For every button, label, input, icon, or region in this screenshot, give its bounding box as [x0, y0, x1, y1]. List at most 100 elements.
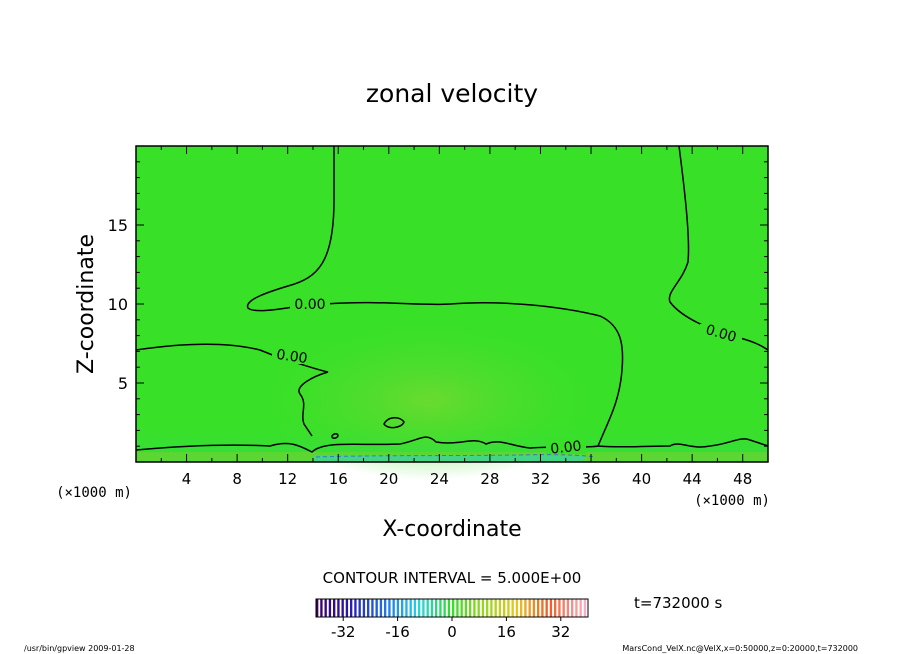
- colorbar-swatch: [528, 599, 531, 617]
- contour-dashed-negative: [315, 454, 597, 458]
- colorbar-swatch: [477, 599, 480, 617]
- colorbar-swatch: [456, 599, 459, 617]
- colorbar-swatch: [316, 599, 319, 617]
- colorbar-swatch: [566, 599, 570, 617]
- colorbar-swatch: [486, 599, 489, 617]
- time-label: t=732000 s: [634, 594, 722, 612]
- colorbar-swatch: [498, 599, 502, 617]
- colorbar-swatch: [537, 599, 540, 617]
- colorbar-swatch: [362, 599, 366, 617]
- x-tick-label: 36: [581, 470, 600, 488]
- x-unit-label-right: (×1000 m): [694, 493, 770, 509]
- colorbar-swatch: [392, 599, 395, 617]
- x-tick-label: 16: [329, 470, 348, 488]
- colorbar-swatch: [401, 599, 404, 617]
- colorbar-swatch: [452, 599, 455, 617]
- colorbar-tick-label: -32: [331, 623, 356, 641]
- colorbar-tick-label: 16: [497, 623, 516, 641]
- x-tick-label: 8: [232, 470, 242, 488]
- colorbar-swatch: [558, 599, 561, 617]
- colorbar: [316, 599, 587, 617]
- colorbar-swatch: [379, 599, 383, 617]
- x-unit-label-left: (×1000 m): [56, 485, 132, 501]
- colorbar-swatch: [413, 599, 417, 617]
- contour-label-4: 0.00: [550, 438, 583, 457]
- colorbar-swatch: [358, 599, 361, 617]
- contour-line-surface: [135, 436, 769, 453]
- colorbar-swatch: [422, 599, 425, 617]
- colorbar-swatch: [541, 599, 544, 617]
- colorbar-swatch: [562, 599, 565, 617]
- contour-label-bg-1: [290, 296, 330, 312]
- x-tick-label: 44: [683, 470, 702, 488]
- zero-contours: [135, 145, 769, 458]
- y-axis: 5 10 15: [108, 145, 768, 463]
- contour-closed-loop: [383, 417, 405, 429]
- contour-label-bg-2: [272, 348, 312, 364]
- colorbar-swatch: [388, 599, 391, 617]
- colorbar-swatch: [464, 599, 468, 617]
- x-tick-label: 12: [278, 470, 297, 488]
- footer-right: MarsCond_VelX.nc@VelX,x=0:50000,z=0:2000…: [622, 644, 858, 653]
- chart-title: zonal velocity: [366, 79, 538, 108]
- colorbar-swatch: [579, 599, 582, 617]
- y-tick-label: 5: [118, 374, 128, 393]
- colorbar-swatch: [320, 599, 323, 617]
- colorbar-swatch: [430, 599, 434, 617]
- negative-jet: [314, 456, 584, 461]
- heatmap-field: [136, 146, 768, 480]
- colorbar-ticks: -32 -16 0 16 32: [331, 617, 570, 641]
- x-tick-label: 28: [480, 470, 499, 488]
- contour-line-middle: [135, 343, 329, 437]
- colorbar-swatch: [532, 599, 536, 617]
- x-tick-label: 32: [531, 470, 550, 488]
- colorbar-swatch: [426, 599, 429, 617]
- colorbar-swatch: [545, 599, 548, 617]
- colorbar-swatch: [375, 599, 378, 617]
- colorbar-swatch: [371, 599, 374, 617]
- colorbar-swatch: [511, 599, 514, 617]
- contour-label-bg-3: [700, 324, 742, 342]
- footer-left: /usr/bin/gpview 2009-01-28: [24, 644, 135, 653]
- colorbar-swatch: [571, 599, 574, 617]
- colorbar-swatch: [396, 599, 400, 617]
- colorbar-swatch: [384, 599, 387, 617]
- contour-label-1: 0.00: [294, 297, 325, 313]
- colorbar-swatch: [554, 599, 557, 617]
- contour-interval-text: CONTOUR INTERVAL = 5.000E+00: [323, 569, 582, 587]
- colorbar-swatch: [439, 599, 442, 617]
- contour-small-loop: [331, 433, 339, 439]
- contour-labels: 0.00 0.00 0.00 0.00: [272, 296, 742, 458]
- y-tick-label: 10: [108, 295, 128, 314]
- colorbar-swatch: [333, 599, 336, 617]
- colorbar-swatch: [324, 599, 327, 617]
- colorbar-swatch: [481, 599, 485, 617]
- x-tick-label: 40: [632, 470, 651, 488]
- colorbar-swatch: [418, 599, 421, 617]
- colorbar-swatch: [524, 599, 527, 617]
- colorbar-tick-label: 0: [447, 623, 457, 641]
- colorbar-swatch: [405, 599, 408, 617]
- colorbar-swatch: [575, 599, 578, 617]
- colorbar-swatch: [328, 599, 332, 617]
- contour-label-2: 0.00: [275, 347, 308, 367]
- x-tick-label: 24: [430, 470, 449, 488]
- colorbar-swatch: [341, 599, 344, 617]
- colorbar-swatch: [350, 599, 353, 617]
- colorbar-swatch: [490, 599, 493, 617]
- colorbar-swatch: [520, 599, 523, 617]
- contour-line-right: [668, 145, 769, 351]
- colorbar-swatch: [460, 599, 463, 617]
- colorbar-swatch: [345, 599, 349, 617]
- colorbar-swatch: [583, 599, 587, 617]
- colorbar-swatch: [447, 599, 451, 617]
- colorbar-swatch: [409, 599, 412, 617]
- y-axis-label: Z-coordinate: [74, 234, 99, 374]
- colorbar-tick-label: -16: [385, 623, 410, 641]
- colorbar-swatch: [469, 599, 472, 617]
- colorbar-swatch: [503, 599, 506, 617]
- colorbar-swatch: [337, 599, 340, 617]
- colorbar-swatch: [435, 599, 438, 617]
- contour-line-upper: [247, 146, 624, 447]
